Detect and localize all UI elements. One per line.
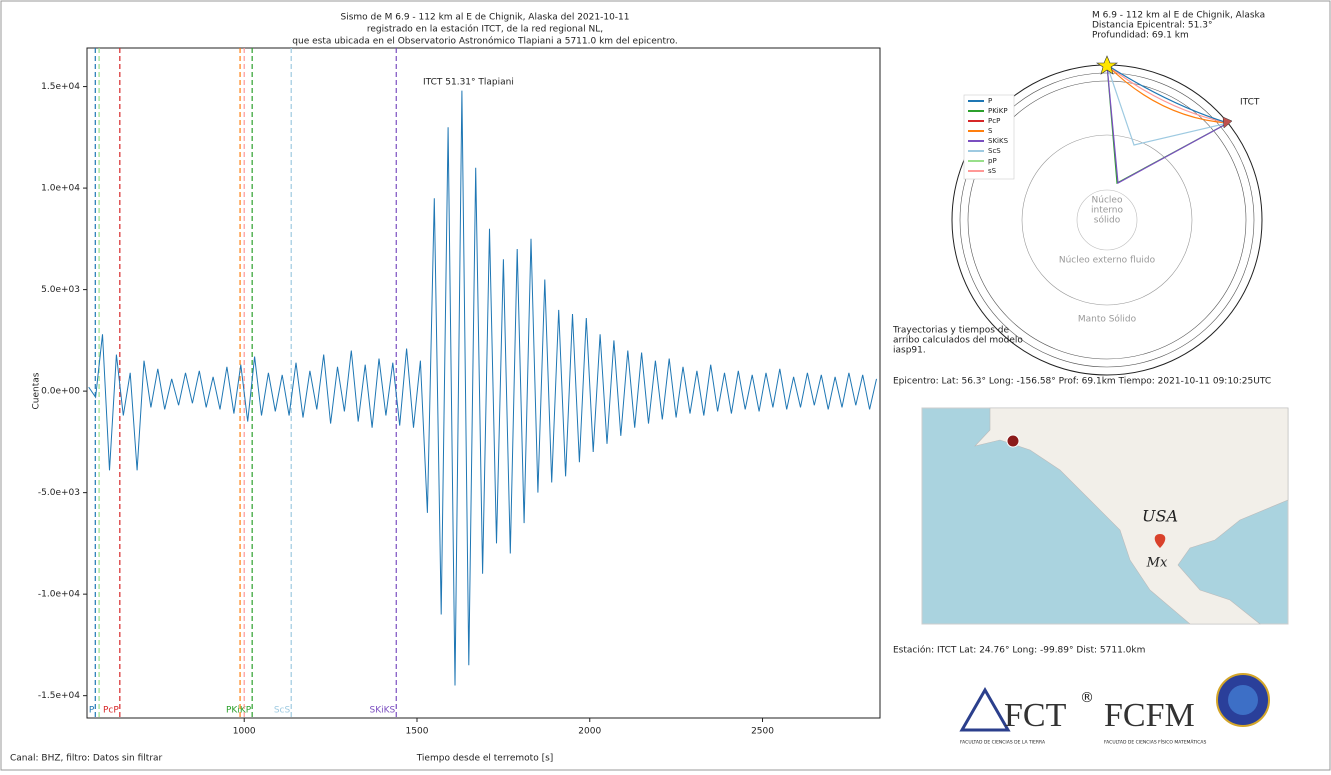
phase-label: PcP <box>103 706 119 716</box>
y-tick-label: 0.0e+00 <box>41 387 80 397</box>
legend-label: PKiKP <box>988 107 1008 115</box>
fct-mark: ® <box>1080 690 1094 706</box>
phase-label: ScS <box>274 706 291 716</box>
chart-title: Sismo de M 6.9 - 112 km al E de Chignik,… <box>340 13 629 23</box>
legend-label: PcP <box>988 117 1000 125</box>
page: Sismo de M 6.9 - 112 km al E de Chignik,… <box>0 0 1331 771</box>
y-tick-label: -5.0e+03 <box>38 488 80 498</box>
legend-label: ScS <box>988 147 1001 155</box>
annotation: ITCT 51.31° Tlapiani <box>423 78 514 88</box>
legend-label: pP <box>988 157 997 165</box>
ray-header: M 6.9 - 112 km al E de Chignik, Alaska <box>1092 11 1265 21</box>
x-tick-label: 1000 <box>233 727 256 737</box>
map: USA Mx <box>922 408 1288 624</box>
map-label: Mx <box>1146 556 1168 571</box>
legend-label: S <box>988 127 993 135</box>
core-label: Núcleo <box>1092 196 1123 206</box>
epicenter-marker <box>1007 435 1019 447</box>
fct-logo: FCT <box>1004 697 1067 734</box>
caption: arribo calculados del modelo <box>893 336 1023 346</box>
chart-title: que esta ubicada en el Observatorio Astr… <box>292 36 677 47</box>
x-axis-label: Tiempo desde el terremoto [s] <box>416 754 554 764</box>
x-tick-label: 2500 <box>751 727 774 737</box>
legend-label: SKiKS <box>988 137 1009 145</box>
y-axis-label: Cuentas <box>32 372 42 409</box>
station-info: Estación: ITCT Lat: 24.76° Long: -99.89°… <box>893 645 1145 656</box>
phase-label: P <box>89 706 95 716</box>
fcfm-subtitle: FACULTAD DE CIENCIAS FÍSICO MATEMÁTICAS <box>1104 739 1206 746</box>
station-label: ITCT <box>1240 98 1260 108</box>
chart-title: registrado en la estación ITCT, de la re… <box>367 24 603 35</box>
map-label: USA <box>1142 507 1178 526</box>
phase-label: PKiKP <box>226 706 252 716</box>
ray-header: Profundidad: 69.1 km <box>1092 31 1189 41</box>
x-tick-label: 2000 <box>578 727 601 737</box>
y-tick-label: -1.0e+04 <box>38 590 80 600</box>
phase-label: SKiKS <box>370 706 396 716</box>
legend-label: P <box>988 97 992 105</box>
y-tick-label: 1.5e+04 <box>41 82 80 92</box>
mantle-label: Manto Sólido <box>1078 314 1137 325</box>
caption: iasp91. <box>893 346 926 356</box>
y-tick-label: 1.0e+04 <box>41 184 80 194</box>
ray-header: Distancia Epicentral: 51.3° <box>1092 21 1212 31</box>
core-label: sólido <box>1094 215 1121 226</box>
epicenter-info: Epicentro: Lat: 56.3° Long: -156.58° Pro… <box>893 377 1271 387</box>
fcfm-logo: FCFM <box>1104 697 1195 734</box>
fct-subtitle: FACULTAD DE CIENCIAS DE LA TIERRA <box>960 740 1046 746</box>
footer: Canal: BHZ, filtro: Datos sin filtrar <box>10 754 163 764</box>
core-label: interno <box>1091 206 1124 216</box>
x-tick-label: 1500 <box>406 727 429 737</box>
y-tick-label: -1.5e+04 <box>38 691 80 701</box>
fcfm-seal-inner <box>1228 685 1258 715</box>
y-tick-label: 5.0e+03 <box>41 285 80 295</box>
legend-label: sS <box>988 167 997 175</box>
core-label: Núcleo externo fluido <box>1059 256 1156 266</box>
caption: Trayectorias y tiempos de <box>892 326 1010 336</box>
